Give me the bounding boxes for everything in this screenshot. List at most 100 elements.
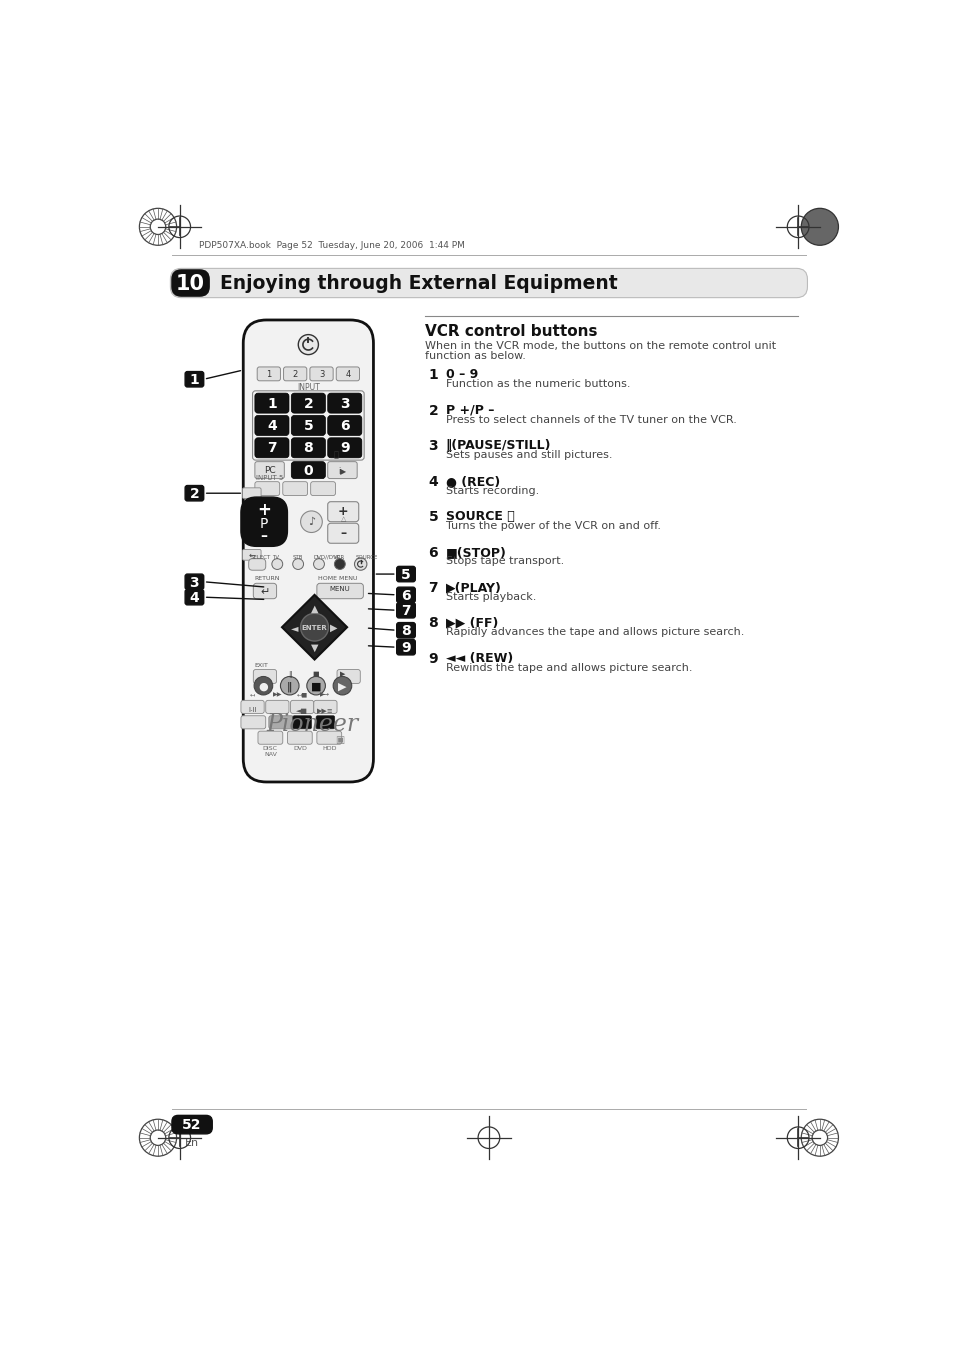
- Text: 8: 8: [428, 616, 437, 631]
- Text: ‖(PAUSE/STILL): ‖(PAUSE/STILL): [445, 439, 551, 453]
- Text: RETURN: RETURN: [253, 577, 279, 581]
- FancyBboxPatch shape: [253, 584, 276, 598]
- Text: ENTER: ENTER: [301, 626, 327, 631]
- Text: 1: 1: [190, 373, 199, 386]
- Circle shape: [335, 559, 345, 570]
- Text: ●: ●: [258, 681, 268, 692]
- FancyBboxPatch shape: [314, 700, 336, 713]
- Text: 4: 4: [428, 474, 437, 489]
- Circle shape: [314, 559, 324, 570]
- Text: 3: 3: [318, 370, 324, 378]
- FancyBboxPatch shape: [254, 416, 289, 435]
- FancyBboxPatch shape: [310, 367, 333, 381]
- Text: 8: 8: [400, 624, 411, 638]
- Text: ◄■: ◄■: [295, 708, 308, 715]
- FancyBboxPatch shape: [254, 393, 289, 413]
- Text: ▶: ▶: [338, 681, 346, 692]
- Text: ▣: ▣: [335, 735, 344, 744]
- Text: Stops tape transport.: Stops tape transport.: [445, 557, 563, 566]
- Text: INPUT 5: INPUT 5: [255, 476, 283, 481]
- Text: En: En: [185, 1139, 199, 1148]
- FancyBboxPatch shape: [185, 574, 204, 589]
- Text: P +/P –: P +/P –: [445, 404, 494, 417]
- Text: Pioneer: Pioneer: [266, 713, 358, 736]
- Circle shape: [298, 335, 318, 354]
- Text: ■: ■: [311, 681, 321, 692]
- Text: ▶▶≡: ▶▶≡: [316, 708, 334, 715]
- FancyBboxPatch shape: [316, 584, 363, 598]
- FancyBboxPatch shape: [249, 559, 266, 570]
- Text: 5: 5: [400, 567, 411, 582]
- Circle shape: [355, 558, 367, 570]
- Circle shape: [300, 511, 322, 532]
- Text: 3: 3: [339, 396, 349, 411]
- Text: 7: 7: [401, 604, 411, 617]
- FancyBboxPatch shape: [282, 482, 307, 496]
- Text: Sets pauses and still pictures.: Sets pauses and still pictures.: [445, 450, 612, 461]
- Text: ▶: ▶: [330, 623, 337, 634]
- Text: 52: 52: [182, 1119, 202, 1132]
- Text: When in the VCR mode, the buttons on the remote control unit: When in the VCR mode, the buttons on the…: [425, 340, 776, 351]
- FancyBboxPatch shape: [291, 438, 325, 458]
- FancyBboxPatch shape: [396, 603, 415, 617]
- Circle shape: [333, 677, 352, 694]
- Text: ▶(PLAY): ▶(PLAY): [445, 581, 501, 594]
- FancyBboxPatch shape: [335, 367, 359, 381]
- FancyBboxPatch shape: [315, 716, 335, 728]
- FancyBboxPatch shape: [266, 700, 289, 713]
- FancyBboxPatch shape: [328, 416, 361, 435]
- FancyBboxPatch shape: [396, 623, 415, 638]
- FancyBboxPatch shape: [291, 393, 325, 413]
- Text: Starts recording.: Starts recording.: [445, 485, 538, 496]
- Text: TV: TV: [272, 555, 278, 559]
- Circle shape: [280, 677, 298, 694]
- Text: –: –: [340, 527, 346, 540]
- Text: HDD: HDD: [322, 746, 336, 751]
- Text: 2: 2: [190, 486, 199, 501]
- Text: 9: 9: [339, 442, 349, 455]
- Text: Starts playback.: Starts playback.: [445, 592, 536, 601]
- FancyBboxPatch shape: [254, 438, 289, 458]
- Text: ‖: ‖: [288, 670, 292, 678]
- FancyBboxPatch shape: [172, 270, 209, 296]
- Text: Press to select channels of the TV tuner on the VCR.: Press to select channels of the TV tuner…: [445, 415, 736, 424]
- Text: VCR: VCR: [335, 555, 345, 559]
- Text: I-II: I-II: [248, 708, 256, 713]
- Text: EXIT: EXIT: [253, 662, 268, 667]
- Text: 8: 8: [303, 442, 313, 455]
- FancyBboxPatch shape: [336, 670, 360, 684]
- Text: SOURCE ⏻: SOURCE ⏻: [445, 511, 514, 523]
- Text: ▶▶ (FF): ▶▶ (FF): [445, 616, 497, 630]
- FancyBboxPatch shape: [396, 639, 415, 655]
- FancyBboxPatch shape: [257, 367, 280, 381]
- FancyBboxPatch shape: [396, 588, 415, 603]
- Text: 1: 1: [266, 370, 272, 378]
- Text: STB: STB: [293, 555, 303, 559]
- Text: Function as the numeric buttons.: Function as the numeric buttons.: [445, 380, 629, 389]
- Text: 2: 2: [428, 404, 437, 417]
- Text: DVD: DVD: [293, 746, 307, 751]
- Text: 6: 6: [428, 546, 437, 559]
- FancyBboxPatch shape: [328, 393, 361, 413]
- Text: 4: 4: [345, 370, 350, 378]
- Text: 7: 7: [428, 581, 437, 594]
- Text: ‖: ‖: [287, 681, 293, 692]
- Text: Turns the power of the VCR on and off.: Turns the power of the VCR on and off.: [445, 521, 659, 531]
- Text: Rapidly advances the tape and allows picture search.: Rapidly advances the tape and allows pic…: [445, 627, 743, 638]
- Text: 5: 5: [428, 511, 437, 524]
- Text: PC: PC: [264, 466, 275, 476]
- Text: 9: 9: [401, 640, 411, 655]
- Text: 3: 3: [190, 576, 199, 589]
- FancyBboxPatch shape: [253, 670, 276, 684]
- Text: 4: 4: [190, 590, 199, 605]
- FancyBboxPatch shape: [242, 488, 261, 499]
- Text: ◄: ◄: [291, 623, 298, 634]
- FancyBboxPatch shape: [291, 700, 314, 713]
- FancyBboxPatch shape: [291, 416, 325, 435]
- FancyBboxPatch shape: [269, 716, 294, 728]
- Text: ♪: ♪: [308, 517, 314, 527]
- Text: Rewinds the tape and allows picture search.: Rewinds the tape and allows picture sear…: [445, 662, 691, 673]
- FancyBboxPatch shape: [328, 438, 361, 458]
- Text: 7: 7: [267, 442, 276, 455]
- Text: MENU: MENU: [330, 585, 350, 592]
